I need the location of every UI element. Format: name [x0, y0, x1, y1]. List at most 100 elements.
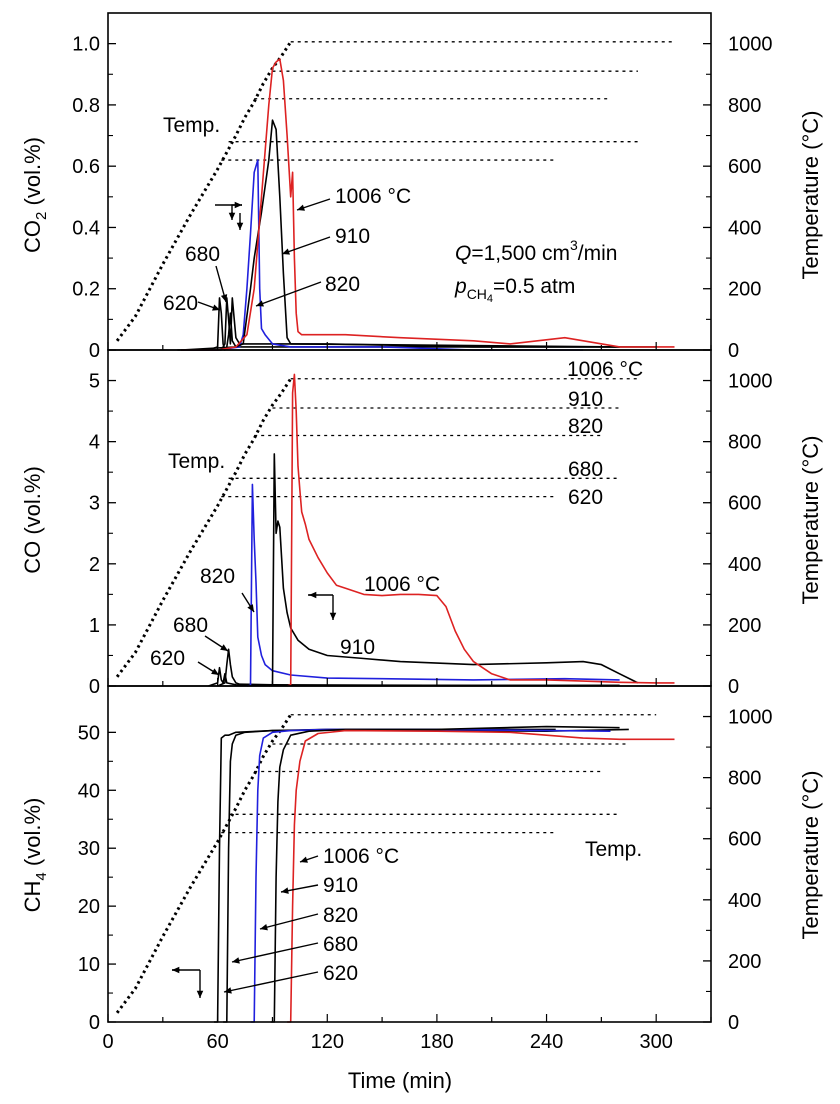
co2-ytick-label-0: 0: [89, 340, 100, 362]
co2-label-680: 680: [185, 243, 220, 266]
ch4-ytick-label-0: 0: [89, 1012, 100, 1034]
co-panel: 0 1 2 3 4 5 0 200 400 600 800 1000: [89, 349, 773, 698]
ch4-ytick-label-2: 20: [78, 896, 100, 918]
co2-temp-label: Temp.: [163, 114, 220, 137]
co2-ytick-label-2: 0.4: [72, 217, 100, 239]
co-arrow-620-head: [211, 668, 219, 675]
co-ytick-label-3: 3: [89, 493, 100, 515]
panel-co2-annotations: Temp. 1006 °C 910 820 680 620 Q=1,500 cm…: [163, 114, 617, 315]
pressure-subscript: CH: [467, 286, 487, 302]
co2-y2tick-label-0: 0: [728, 340, 739, 362]
co2-axis-elbow-head-down-head: [228, 212, 236, 220]
co2-ytick-label-1: 0.2: [72, 279, 100, 301]
pressure-symbol: p: [454, 275, 467, 298]
co2-y-label-sub: 2: [33, 212, 50, 220]
co-y-axis-label: CO (vol.%): [20, 466, 45, 574]
co-ytick-label-4: 4: [89, 432, 100, 454]
co-label-820: 820: [200, 565, 235, 588]
ch4-ytick-label-1: 10: [78, 954, 100, 976]
co-label-1006: 1006 °C: [364, 573, 440, 596]
co2-ytick-label-4: 0.8: [72, 95, 100, 117]
ch4-series-820: [250, 728, 611, 1023]
ch4-arrow-620-head: [224, 987, 232, 994]
co-label-680: 680: [173, 614, 208, 637]
co-top-label-1006: 1006 °C: [567, 358, 643, 381]
ch4-y2tick-label-4: 800: [728, 768, 761, 790]
co2-panel: 0 0.2 0.4 0.6 0.8 1.0 0 200 400 600 800 1000: [72, 12, 773, 362]
ch4-arrow-910-head: [281, 887, 289, 894]
co2-y-axis-label: CO2 (vol.%): [20, 137, 50, 253]
ch4-series-1006: [287, 729, 675, 1023]
co-y2tick-label-4: 800: [728, 432, 761, 454]
co-axis-elbow-head-left-head: [309, 591, 317, 599]
co-label-620: 620: [150, 647, 185, 670]
co2-y-label-main: CO: [20, 220, 45, 253]
co2-y-label-rest: (vol.%): [20, 137, 45, 212]
co-arrow-680-head: [220, 644, 228, 651]
ch4-xtick-label-0: 0: [102, 1031, 113, 1053]
co2-arrow-680-head: [220, 294, 228, 302]
co-label-910: 910: [340, 636, 375, 659]
co2-axis-elbow-2-head-head: [236, 222, 244, 230]
ch4-xtick-label-2: 120: [311, 1031, 344, 1053]
co-series-1006: [286, 373, 675, 687]
co-arrow-820-head: [247, 604, 254, 612]
co-top-label-620: 620: [568, 486, 603, 509]
pressure-value: =0.5 atm: [493, 275, 575, 298]
flow-rate-symbol: Q: [455, 242, 471, 265]
co-top-label-680: 680: [568, 458, 603, 481]
x-axis-label: Time (min): [348, 1068, 452, 1093]
ch4-y-label-sub: 4: [33, 872, 50, 880]
co2-y2tick-label-4: 800: [728, 95, 761, 117]
panel-co-annotations: Temp. 1006 °C 910 820 680 620 1006 °C 91…: [150, 358, 643, 670]
co-y2tick-label-1: 200: [728, 615, 761, 637]
panel-ch4-annotations: Temp. 1006 °C 910 820 680 620: [323, 838, 642, 985]
co2-y2tick-label-2: 400: [728, 217, 761, 239]
co-axis-elbow-head-down-head: [329, 612, 337, 620]
ch4-y-label-main: CH: [20, 881, 45, 913]
co2-arrow-820-head: [256, 300, 264, 307]
co2-arrow-910: [281, 236, 331, 255]
co2-ytick-label-5: 1.0: [72, 34, 100, 56]
pressure-subscript-digit: 4: [487, 293, 493, 305]
flow-rate-superscript: 3: [570, 237, 578, 253]
co-ytick-label-5: 5: [89, 371, 100, 393]
ch4-temp-ramp: [115, 713, 292, 1014]
ch4-temperature-axis-label: Temperature (°C): [798, 771, 823, 940]
ch4-y-label-rest: (vol.%): [20, 798, 45, 873]
ch4-xtick-label-3: 180: [420, 1031, 453, 1053]
ch4-y2tick-label-5: 1000: [728, 707, 773, 729]
co-temp-ramp: [115, 377, 292, 678]
co-y2tick-label-3: 600: [728, 493, 761, 515]
ch4-plot-frame: [107, 685, 712, 1023]
ch4-series-620: [214, 728, 556, 1023]
ch4-ytick-label-3: 30: [78, 838, 100, 860]
ch4-arrow-820-head: [260, 924, 268, 931]
ch4-xtick-label-5: 300: [639, 1031, 672, 1053]
ch4-arrow-680-head: [232, 957, 240, 964]
co2-series-1006: [181, 58, 675, 351]
co2-series-910: [181, 119, 620, 351]
ch4-label-910: 910: [323, 874, 358, 897]
ch4-xtick-label-1: 60: [207, 1031, 229, 1053]
co2-label-620: 620: [163, 292, 198, 315]
co2-temperature-axis-label: Temperature (°C): [798, 111, 823, 280]
ch4-label-680: 680: [323, 933, 358, 956]
co-ytick-label-0: 0: [89, 676, 100, 698]
ch4-ytick-label-5: 50: [78, 722, 100, 744]
co2-label-1006: 1006 °C: [335, 185, 411, 208]
co-y2tick-label-2: 400: [728, 554, 761, 576]
ch4-arrow-820: [259, 913, 319, 930]
co-series-620: [208, 666, 620, 687]
flow-rate-value: =1,500 cm: [471, 242, 570, 265]
ch4-panel: 0 10 20 30 40 50 0 200 400 600 800 1000 0 60 120 180 240…: [78, 685, 773, 1053]
co-top-label-820: 820: [568, 415, 603, 438]
co-top-label-910: 910: [568, 388, 603, 411]
ch4-arrow-1006-head: [300, 856, 308, 863]
ch4-arrow-680: [231, 942, 319, 963]
co-series-680: [217, 648, 620, 687]
co2-arrow-910-head: [282, 248, 290, 255]
co2-arrow-1006-head: [297, 204, 305, 211]
co-y2tick-label-5: 1000: [728, 371, 773, 393]
